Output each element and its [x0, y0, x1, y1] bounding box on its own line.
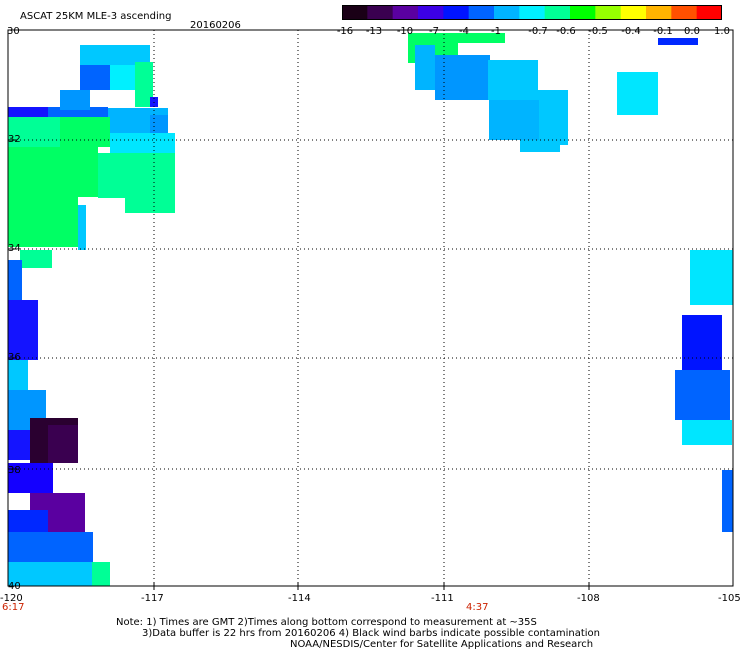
colorbar-label: -16	[336, 26, 354, 37]
axis-ticks	[8, 139, 590, 590]
swath-cell	[8, 562, 98, 586]
swath-cell	[488, 60, 538, 100]
chart-date: 20160206	[190, 20, 241, 31]
colorbar-segment	[620, 5, 647, 20]
swath-cell	[125, 198, 175, 213]
swath-cell	[8, 107, 48, 117]
swath-cell	[8, 117, 68, 147]
colorbar-segment	[595, 5, 622, 20]
swath-cell	[8, 430, 33, 460]
swath-cell	[92, 562, 110, 586]
swath-cell	[8, 147, 98, 197]
y-tick-34: 34	[8, 243, 21, 254]
colorbar-frame	[342, 5, 722, 20]
swath-cell	[408, 33, 505, 43]
y-tick-32: 32	[8, 134, 21, 145]
swath-cell	[675, 370, 730, 420]
y-tick-30: 30	[7, 26, 20, 37]
y-tick-36: 36	[8, 352, 21, 363]
colorbar-segment	[392, 5, 419, 20]
swath-cell	[617, 72, 658, 115]
swath-cell	[538, 90, 568, 145]
grid-lines	[8, 30, 733, 586]
swath-cell	[135, 62, 153, 107]
x-tick-114: -114	[288, 593, 311, 604]
data-swaths	[8, 33, 733, 586]
swath-cell	[682, 315, 722, 370]
colorbar-segment	[342, 5, 368, 20]
colorbar-segment	[418, 5, 444, 20]
swath-cell	[8, 532, 93, 562]
x-tick-111: -111	[431, 593, 454, 604]
swath-cell	[8, 360, 28, 390]
swath-cell	[80, 65, 110, 90]
colorbar-segment	[468, 5, 495, 20]
colorbar-segment	[696, 5, 722, 20]
colorbar	[342, 5, 722, 20]
footer-note-2: 3)Data buffer is 22 hrs from 20160206 4)…	[142, 628, 600, 639]
swath-cell	[110, 133, 175, 153]
swath-cell	[98, 153, 175, 198]
y-tick-38: 38	[8, 465, 21, 476]
x-tick-120: -120	[0, 593, 23, 604]
pass-time-center: 4:37	[466, 602, 489, 613]
colorbar-label: -0.7	[528, 26, 548, 37]
swath-cell	[415, 45, 435, 90]
x-tick-117: -117	[141, 593, 164, 604]
colorbar-segment	[646, 5, 672, 20]
colorbar-label: -0.6	[556, 26, 576, 37]
pass-time-left: 6:17	[2, 602, 25, 613]
colorbar-label: -1	[491, 26, 501, 37]
swath-cell	[60, 90, 90, 110]
swath-cell	[48, 107, 108, 117]
swath-cell	[80, 45, 150, 65]
colorbar-segment	[671, 5, 698, 20]
colorbar-label: -7	[429, 26, 439, 37]
footer-note-1: Note: 1) Times are GMT 2)Times along bot…	[116, 617, 537, 628]
colorbar-segment	[519, 5, 546, 20]
colorbar-label: -0.5	[588, 26, 608, 37]
colorbar-segment	[367, 5, 394, 20]
chart-title: ASCAT 25KM MLE-3 ascending	[20, 11, 172, 22]
footer-credit: NOAA/NESDIS/Center for Satellite Applica…	[290, 639, 594, 650]
swath-cell	[520, 140, 560, 152]
colorbar-label: -4	[459, 26, 469, 37]
swath-cell	[435, 55, 490, 100]
swath-cell	[78, 205, 86, 250]
swath-cell	[150, 115, 168, 135]
swath-cell	[489, 100, 539, 140]
y-tick-40: 40	[8, 581, 21, 592]
colorbar-label: 0.0	[684, 26, 700, 37]
swath-cell	[682, 420, 732, 445]
x-tick-108: -108	[577, 593, 600, 604]
swath-cell	[658, 38, 698, 45]
colorbar-segment	[570, 5, 596, 20]
swath-cell	[690, 250, 733, 305]
swath-cell	[60, 117, 110, 147]
colorbar-label: -0.4	[621, 26, 641, 37]
colorbar-segment	[544, 5, 571, 20]
swath-cell	[722, 470, 733, 532]
swath-cell	[8, 463, 53, 493]
swath-cell	[48, 425, 78, 463]
colorbar-label: -13	[365, 26, 383, 37]
colorbar-label: 1.0	[714, 26, 730, 37]
swath-cell	[8, 197, 78, 247]
swath-cell	[8, 260, 22, 300]
swath-cell	[20, 250, 52, 268]
map-frame	[7, 29, 734, 587]
x-tick-105: -105	[718, 593, 740, 604]
colorbar-label: -0.1	[653, 26, 673, 37]
colorbar-segment	[494, 5, 520, 20]
swath-cell	[8, 300, 38, 360]
colorbar-label: -10	[396, 26, 414, 37]
colorbar-segment	[443, 5, 470, 20]
